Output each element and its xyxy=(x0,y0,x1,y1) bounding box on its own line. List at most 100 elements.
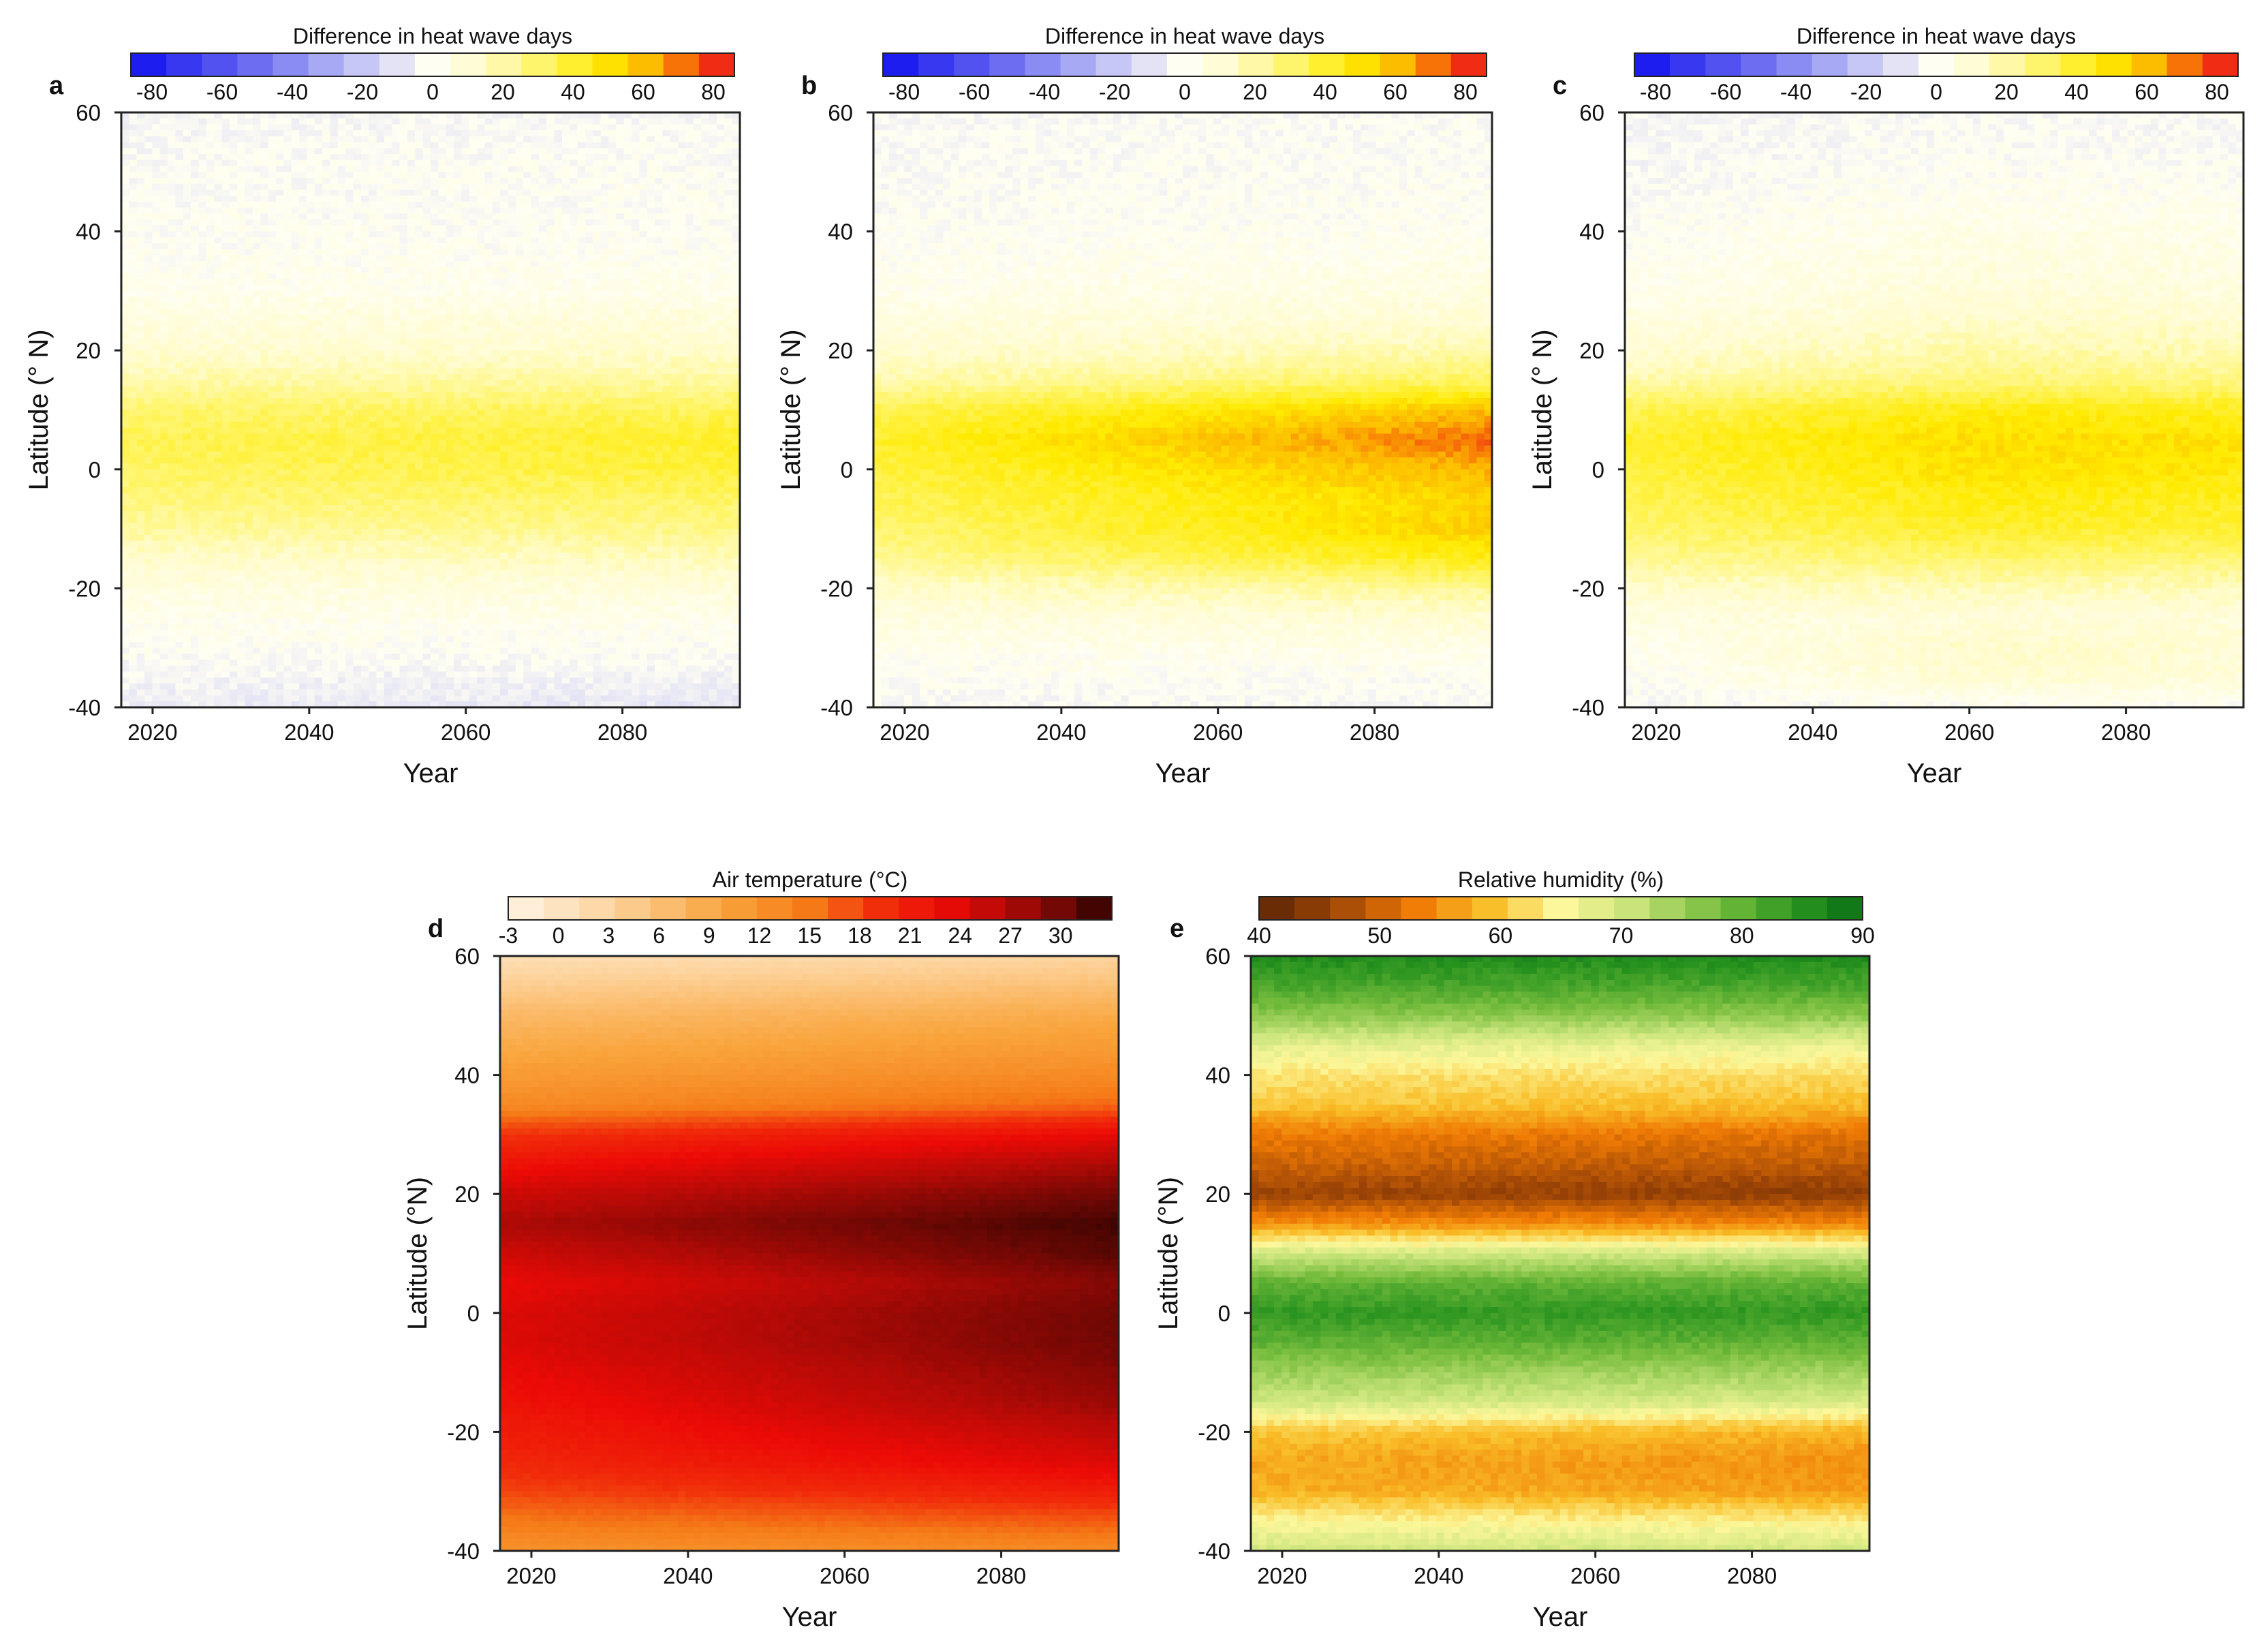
heatmap-cell xyxy=(539,172,547,178)
heatmap-cell xyxy=(717,232,725,238)
heatmap-cell xyxy=(137,208,145,214)
heatmap-cell xyxy=(330,219,338,226)
heatmap-cell xyxy=(438,202,446,208)
heatmap-cell xyxy=(593,166,601,172)
heatmap-cell xyxy=(245,148,253,154)
heatmap-cell xyxy=(601,237,609,243)
heatmap-cell xyxy=(175,184,183,190)
heatmap-cell xyxy=(183,243,191,249)
heatmap-cell xyxy=(493,172,501,178)
heatmap-cell xyxy=(546,160,555,166)
heatmap-cell xyxy=(292,130,300,136)
heatmap-cell xyxy=(585,130,593,136)
heatmap-cell xyxy=(322,136,330,142)
heatmap-cell xyxy=(330,237,338,243)
heatmap-cell xyxy=(392,232,400,238)
heatmap-cell xyxy=(175,160,183,166)
heatmap-cell xyxy=(415,237,423,243)
heatmap-cell xyxy=(152,219,160,226)
heatmap-cell xyxy=(199,178,207,184)
heatmap-cell xyxy=(446,184,454,190)
heatmap-cell xyxy=(562,136,570,142)
heatmap-cell xyxy=(345,160,354,166)
heatmap-cell xyxy=(469,219,478,226)
heatmap-cell xyxy=(199,208,207,214)
heatmap-cell xyxy=(624,226,632,232)
heatmap-cell xyxy=(299,184,307,190)
heatmap-cell xyxy=(678,219,686,226)
heatmap-cell xyxy=(608,136,617,142)
heatmap-cell xyxy=(407,232,416,238)
heatmap-cell xyxy=(555,130,563,136)
heatmap-cell xyxy=(531,213,540,219)
heatmap-cell xyxy=(663,202,671,208)
heatmap-cell xyxy=(144,119,153,125)
heatmap-cell xyxy=(446,172,454,178)
heatmap-cell xyxy=(183,208,191,214)
heatmap-cell xyxy=(461,130,469,136)
heatmap-cell xyxy=(268,202,277,208)
heatmap-cell xyxy=(292,148,300,154)
heatmap-cell xyxy=(292,166,300,172)
heatmap-cell xyxy=(369,142,377,149)
heatmap-cell xyxy=(415,219,423,226)
heatmap-cell xyxy=(307,184,315,190)
heatmap-cell xyxy=(701,189,709,196)
heatmap-cell xyxy=(222,213,230,219)
heatmap-cell xyxy=(454,232,462,238)
heatmap-cell xyxy=(345,226,354,232)
heatmap-cell xyxy=(307,226,315,232)
heatmap-cell xyxy=(717,178,725,184)
heatmap-cell xyxy=(268,136,277,142)
heatmap-cell xyxy=(354,213,362,219)
heatmap-cell xyxy=(500,226,508,232)
heatmap-cell xyxy=(694,124,702,130)
heatmap-cell xyxy=(670,219,679,226)
heatmap-cell xyxy=(694,130,702,136)
heatmap-cell xyxy=(129,142,137,149)
heatmap-cell xyxy=(199,119,207,125)
heatmap-cell xyxy=(701,172,709,178)
heatmap-cell xyxy=(144,172,153,178)
heatmap-cell xyxy=(578,237,586,243)
heatmap-cell xyxy=(307,196,315,202)
heatmap-cell xyxy=(655,166,663,172)
heatmap-cell xyxy=(508,124,516,130)
heatmap-cell xyxy=(469,142,478,149)
heatmap-cell xyxy=(555,226,563,232)
heatmap-cell xyxy=(663,166,671,172)
heatmap-cell xyxy=(647,226,655,232)
heatmap-cell xyxy=(369,226,377,232)
heatmap-cell xyxy=(345,154,354,160)
heatmap-cell xyxy=(585,208,593,214)
heatmap-cell xyxy=(152,178,160,184)
heatmap-cell xyxy=(616,184,624,190)
heatmap-cell xyxy=(446,178,454,184)
heatmap-cell xyxy=(400,130,408,136)
heatmap-cell xyxy=(570,160,578,166)
heatmap-cell xyxy=(446,208,454,214)
heatmap-cell xyxy=(214,172,222,178)
heatmap-cell xyxy=(461,160,469,166)
heatmap-cell xyxy=(299,213,307,219)
heatmap-cell xyxy=(663,184,671,190)
heatmap-cell xyxy=(632,124,640,130)
heatmap-cell xyxy=(230,226,238,232)
heatmap-cell xyxy=(655,119,663,125)
heatmap-cell xyxy=(315,124,323,130)
heatmap-cell xyxy=(446,160,454,166)
heatmap-cell xyxy=(523,196,531,202)
heatmap-cell xyxy=(222,196,230,202)
heatmap-cell xyxy=(446,154,454,160)
heatmap-cell xyxy=(423,189,431,196)
heatmap-cell xyxy=(168,243,176,249)
heatmap-cell xyxy=(199,184,207,190)
heatmap-cell xyxy=(454,172,462,178)
heatmap-cell xyxy=(345,136,354,142)
heatmap-cell xyxy=(183,119,191,125)
heatmap-cell xyxy=(593,124,601,130)
heatmap-cell xyxy=(392,202,400,208)
heatmap-cell xyxy=(717,136,725,142)
heatmap-cell xyxy=(160,154,168,160)
heatmap-cell xyxy=(214,130,222,136)
